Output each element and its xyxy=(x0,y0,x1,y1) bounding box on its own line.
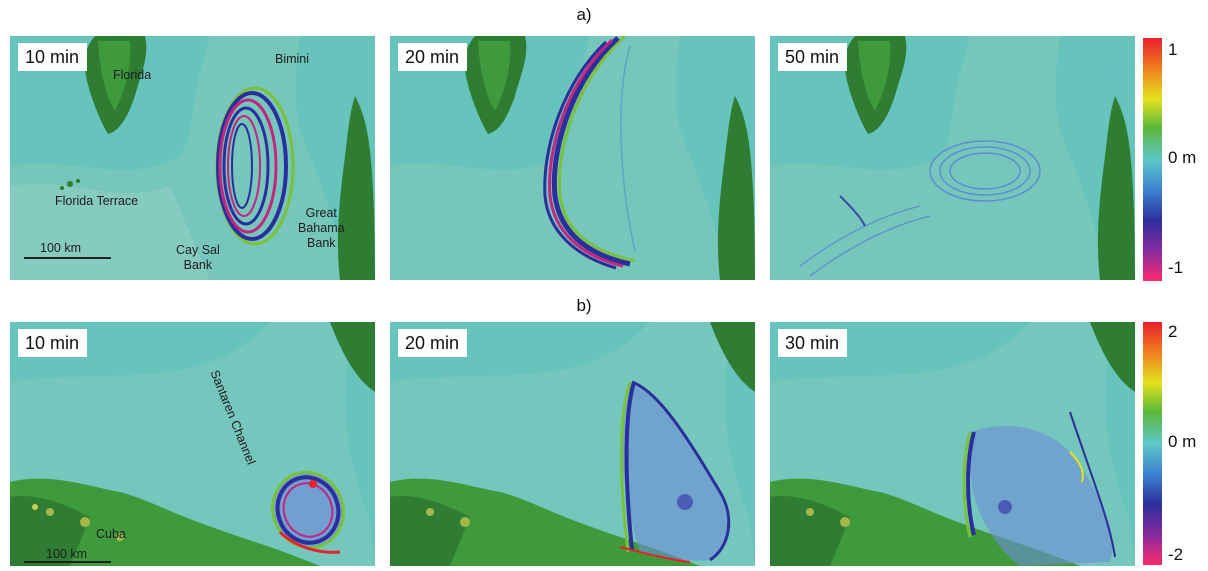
label-cuba: Cuba xyxy=(96,527,126,541)
label-bimini: Bimini xyxy=(275,52,310,66)
colorbar-a xyxy=(1143,38,1162,281)
panel-b1: 10 min Santaren Channel Cuba 100 km xyxy=(10,322,375,566)
scalebar-label: 100 km xyxy=(46,547,87,561)
panel-a1: 10 min Florida Bimini Florida Terrace Ca… xyxy=(10,36,375,280)
row-a-label: a) xyxy=(576,5,592,24)
label-florida-terrace: Florida Terrace xyxy=(55,194,139,208)
colorbar-b-min: -2 xyxy=(1168,545,1184,564)
colorbar-b-max: 2 xyxy=(1168,322,1178,341)
colorbar-a-min: -1 xyxy=(1168,258,1184,277)
colorbar-b xyxy=(1143,322,1162,565)
map-b2 xyxy=(390,322,755,566)
time-label: 20 min xyxy=(398,43,468,71)
row-b-label: b) xyxy=(576,296,592,315)
time-label: 10 min xyxy=(18,329,88,357)
time-label: 30 min xyxy=(778,329,848,357)
colorbar-b-mid: 0 m xyxy=(1168,432,1197,451)
time-label: 20 min xyxy=(398,329,468,357)
time-label: 10 min xyxy=(18,43,88,71)
label-florida: Florida xyxy=(113,68,152,82)
label-great-bahama-bank: Great Bahama Bank xyxy=(298,206,345,250)
panel-a2: 20 min xyxy=(390,36,755,280)
scalebar-label: 100 km xyxy=(40,241,81,255)
map-a1 xyxy=(10,36,375,280)
map-a3 xyxy=(770,36,1135,280)
colorbar-a-mid: 0 m xyxy=(1168,148,1197,167)
map-a2 xyxy=(390,36,755,280)
map-b1 xyxy=(10,322,375,566)
time-label: 50 min xyxy=(778,43,848,71)
label-cay-sal-bank: Cay Sal Bank xyxy=(176,243,220,272)
panel-b2: 20 min xyxy=(390,322,755,566)
panel-b3: 30 min xyxy=(770,322,1135,566)
panel-a3: 50 min xyxy=(770,36,1135,280)
scalebar xyxy=(24,561,111,563)
colorbar-a-max: 1 xyxy=(1168,40,1178,59)
scalebar xyxy=(24,257,111,259)
map-b3 xyxy=(770,322,1135,566)
